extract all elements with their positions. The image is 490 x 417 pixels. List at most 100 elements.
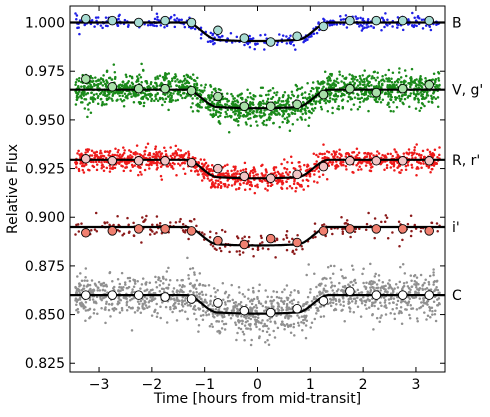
raw-data-point xyxy=(240,319,244,323)
raw-data-point xyxy=(157,151,161,154)
raw-data-point xyxy=(434,80,437,84)
raw-data-point xyxy=(169,91,173,95)
raw-data-point xyxy=(311,94,314,97)
raw-data-point xyxy=(325,178,329,181)
raw-data-point xyxy=(167,72,171,75)
raw-data-point xyxy=(397,220,401,223)
raw-data-point xyxy=(365,281,368,285)
raw-data-point xyxy=(216,314,219,317)
raw-data-point xyxy=(328,96,332,100)
raw-data-point xyxy=(206,164,210,167)
raw-data-point xyxy=(298,87,302,91)
raw-data-point xyxy=(77,79,81,83)
raw-data-point xyxy=(221,173,224,177)
raw-data-point xyxy=(332,150,336,153)
raw-data-point xyxy=(86,283,90,286)
raw-data-point xyxy=(153,24,156,27)
raw-data-point xyxy=(416,16,419,19)
raw-data-point xyxy=(154,145,158,148)
raw-data-point xyxy=(414,296,418,299)
binned-data-point xyxy=(345,286,355,296)
raw-data-point xyxy=(342,300,345,303)
raw-data-point xyxy=(328,76,332,80)
raw-data-point xyxy=(180,303,184,306)
binned-data-point xyxy=(107,82,118,92)
raw-data-point xyxy=(374,98,378,101)
raw-data-point xyxy=(302,321,305,325)
raw-data-point xyxy=(274,256,277,259)
raw-data-point xyxy=(75,308,78,312)
raw-data-point xyxy=(389,297,393,301)
raw-data-point xyxy=(280,186,283,190)
raw-data-point xyxy=(152,85,155,88)
raw-data-point xyxy=(82,92,85,95)
raw-data-point xyxy=(430,94,433,98)
raw-data-point xyxy=(426,314,430,318)
raw-data-point xyxy=(92,93,96,97)
raw-data-point xyxy=(374,299,377,302)
raw-data-point xyxy=(283,324,287,327)
raw-data-point xyxy=(432,280,436,284)
raw-data-point xyxy=(176,299,180,303)
raw-data-point xyxy=(417,86,421,90)
raw-data-point xyxy=(410,67,414,71)
raw-data-point xyxy=(163,73,167,77)
raw-data-point xyxy=(395,96,399,99)
raw-data-point xyxy=(122,232,126,236)
raw-data-point xyxy=(90,279,94,282)
raw-data-point xyxy=(181,96,184,100)
raw-data-point xyxy=(391,231,394,234)
raw-data-point xyxy=(277,296,281,300)
raw-data-point xyxy=(408,291,412,294)
raw-data-point xyxy=(342,163,345,167)
raw-data-point xyxy=(359,315,363,318)
raw-data-point xyxy=(167,108,170,112)
binned-data-point xyxy=(345,224,355,234)
raw-data-point xyxy=(296,314,299,317)
raw-data-point xyxy=(341,74,344,78)
raw-data-point xyxy=(129,169,132,172)
raw-data-point xyxy=(169,308,172,311)
raw-data-point xyxy=(371,285,374,289)
raw-data-point xyxy=(149,80,153,84)
raw-data-point xyxy=(177,162,180,166)
raw-data-point xyxy=(420,301,423,304)
raw-data-point xyxy=(409,214,413,217)
raw-data-point xyxy=(152,155,155,158)
raw-data-point xyxy=(116,228,119,232)
raw-data-point xyxy=(249,317,253,321)
raw-data-point xyxy=(246,96,250,99)
raw-data-point xyxy=(408,105,411,109)
raw-data-point xyxy=(83,23,87,26)
raw-data-point xyxy=(415,174,418,177)
raw-data-point xyxy=(353,278,357,282)
raw-data-point xyxy=(103,289,107,292)
raw-data-point xyxy=(148,151,151,155)
raw-data-point xyxy=(345,26,349,29)
binned-data-point xyxy=(160,224,170,234)
raw-data-point xyxy=(233,182,236,186)
raw-data-point xyxy=(330,281,333,284)
raw-data-point xyxy=(303,302,306,306)
raw-data-point xyxy=(388,301,391,305)
raw-data-point xyxy=(379,286,382,290)
raw-data-point xyxy=(238,253,242,256)
raw-data-point xyxy=(360,168,363,171)
binned-data-point xyxy=(292,237,302,248)
binned-data-point xyxy=(265,101,276,112)
raw-data-point xyxy=(365,155,369,159)
raw-data-point xyxy=(315,90,319,93)
raw-data-point xyxy=(389,166,393,169)
binned-data-point xyxy=(292,31,302,41)
raw-data-point xyxy=(203,89,206,92)
raw-data-point xyxy=(409,303,412,307)
raw-data-point xyxy=(209,243,213,246)
raw-data-point xyxy=(181,92,185,95)
raw-data-point xyxy=(106,150,109,153)
binned-data-point xyxy=(160,15,170,26)
raw-data-point xyxy=(410,279,413,282)
raw-data-point xyxy=(236,114,240,117)
raw-data-point xyxy=(333,264,336,268)
raw-data-point xyxy=(352,103,356,106)
raw-data-point xyxy=(285,236,289,239)
